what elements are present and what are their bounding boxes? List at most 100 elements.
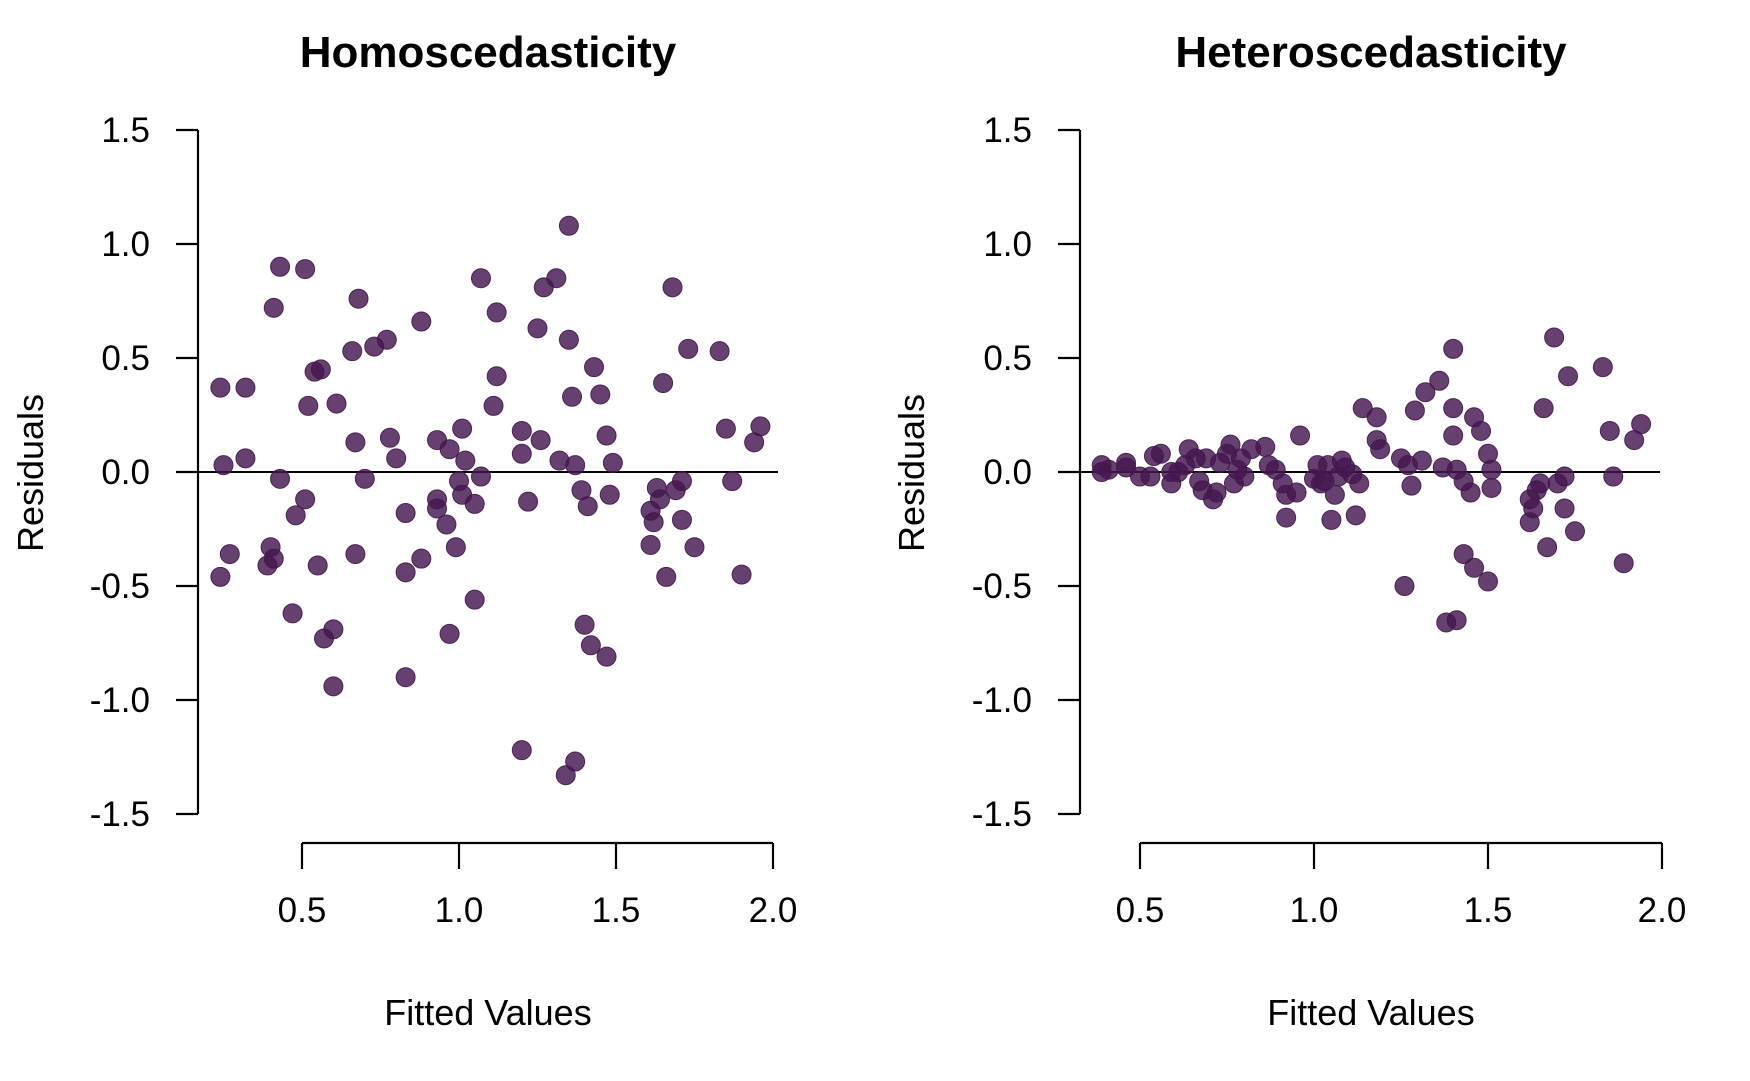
panel-1-data-point bbox=[558, 329, 579, 350]
panel-2-y-tick-label: 0.0 bbox=[983, 453, 1032, 492]
panel-1-y-tick-label: -1.0 bbox=[90, 681, 150, 720]
panel-1-data-point bbox=[270, 468, 291, 489]
panel-1-data-point bbox=[326, 393, 347, 414]
panel-2-data-point bbox=[1394, 576, 1415, 596]
panel-1-data-point bbox=[653, 373, 674, 394]
panel-2-data-point bbox=[1404, 400, 1425, 421]
panel-1-data-point bbox=[348, 288, 369, 309]
panel-2-data-point bbox=[1533, 398, 1554, 419]
panel-1-y-tick-label: 0.5 bbox=[101, 339, 150, 378]
panel-1-data-point bbox=[722, 471, 743, 492]
panel-2-data-point bbox=[1429, 370, 1450, 391]
panel-1-data-point bbox=[285, 505, 306, 526]
panel-1-x-tick-label: 1.5 bbox=[592, 891, 641, 930]
panel-1-data-point bbox=[671, 509, 692, 530]
panel-1-data-point bbox=[527, 318, 548, 339]
panel-1-x-tick-label: 2.0 bbox=[749, 891, 798, 930]
panel-1-data-point bbox=[565, 455, 586, 476]
panel-1-data-point bbox=[411, 548, 432, 569]
panel-1-data-point bbox=[656, 566, 677, 587]
panel-2-data-point bbox=[1140, 466, 1161, 487]
panel-1-y-tick-label: -1.5 bbox=[90, 795, 150, 834]
panel-1-x-tick-label: 0.5 bbox=[278, 891, 327, 930]
panel-2-data-point bbox=[1464, 557, 1485, 578]
panel-1-data-point bbox=[436, 514, 457, 535]
panel-1-data-point bbox=[427, 498, 448, 519]
panel-1-data-point bbox=[298, 395, 319, 416]
panel-2-data-point bbox=[1481, 477, 1502, 498]
panel-2-data-point bbox=[1349, 473, 1370, 494]
panel-1-data-point bbox=[452, 418, 473, 439]
panel-2-x-axis-label: Fitted Values bbox=[1267, 992, 1474, 1033]
panel-1-data-point bbox=[649, 489, 670, 510]
panel-2-data-point bbox=[1453, 544, 1474, 565]
panel-1-data-point bbox=[750, 416, 771, 437]
panel-1-data-point bbox=[643, 512, 664, 533]
panel-2-data-point bbox=[1370, 439, 1391, 460]
panel-2-y-tick-label: -1.0 bbox=[972, 681, 1032, 720]
panel-1-data-point bbox=[395, 562, 416, 583]
panel-1-data-point bbox=[210, 566, 231, 587]
panel-1-data-point bbox=[354, 468, 375, 489]
panel-2-data-point bbox=[1565, 521, 1585, 542]
panel-2-data-point bbox=[1234, 466, 1255, 487]
panel-1-y-axis-label: Residuals bbox=[10, 394, 51, 552]
panel-1-data-point bbox=[307, 555, 328, 576]
panel-2-x-tick-label: 0.5 bbox=[1116, 891, 1165, 930]
panel-1-data-point bbox=[323, 619, 344, 640]
panel-1-data-point bbox=[530, 430, 551, 451]
panel-1-data-point bbox=[518, 491, 539, 512]
panel-2-data-point bbox=[1554, 498, 1575, 519]
panel-2-data-point bbox=[1366, 407, 1387, 428]
panel-1-data-point bbox=[486, 366, 507, 387]
panel-1-data-point bbox=[270, 256, 291, 277]
panel-1-data-point bbox=[590, 384, 611, 405]
panel-1-data-point bbox=[574, 614, 595, 635]
panel-2-data-point bbox=[1401, 475, 1422, 496]
panel-1-y-tick-label: -0.5 bbox=[90, 567, 150, 606]
panel-1-data-point bbox=[511, 420, 532, 441]
panel-1-data-point bbox=[546, 268, 567, 289]
panel-2-data-point bbox=[1530, 473, 1551, 494]
panel-2-y-axis-label: Residuals bbox=[891, 394, 932, 552]
panel-1-data-point bbox=[511, 443, 532, 464]
panel-2-data-point bbox=[1478, 571, 1498, 592]
panel-1-data-point bbox=[263, 548, 284, 569]
panel-2-data-point bbox=[1471, 420, 1492, 441]
panel-1-data-point bbox=[470, 466, 491, 487]
panel-2-data-point bbox=[1446, 610, 1467, 631]
panel-1-data-point bbox=[580, 635, 601, 656]
panel-1-data-point bbox=[376, 329, 397, 350]
panel-1-data-point bbox=[577, 496, 598, 517]
panel-2-data-point bbox=[1290, 425, 1311, 446]
panel-2-x-tick-label: 1.5 bbox=[1464, 891, 1513, 930]
panel-1-data-point bbox=[439, 439, 460, 460]
panel-2-data-point bbox=[1352, 398, 1373, 419]
panel-1-data-point bbox=[584, 357, 605, 378]
panel-2-data-point bbox=[1321, 509, 1342, 530]
panel-1-data-point bbox=[558, 215, 579, 236]
panel-2-data-point bbox=[1286, 482, 1307, 503]
panel-2-data-point bbox=[1150, 443, 1171, 464]
panel-1-data-point bbox=[455, 450, 476, 471]
panel-1-data-point bbox=[684, 537, 705, 558]
panel-1-data-point bbox=[263, 297, 284, 318]
panel-1-data-point bbox=[599, 484, 620, 505]
panel-2-data-point bbox=[1613, 553, 1634, 574]
panel-1-y-tick-label: 0.0 bbox=[101, 453, 150, 492]
panel-2-y-tick-label: -0.5 bbox=[972, 567, 1032, 606]
panel-1-data-point bbox=[483, 395, 504, 416]
panel-1-data-point bbox=[219, 544, 240, 565]
panel-2-y-tick-label: -1.5 bbox=[972, 795, 1032, 834]
panel-2-data-point bbox=[1255, 436, 1276, 457]
panel-1-data-point bbox=[235, 377, 256, 398]
panel-2-y-tick-label: 0.5 bbox=[983, 339, 1032, 378]
panel-1-data-point bbox=[439, 623, 460, 644]
panel-1-data-point bbox=[596, 425, 617, 446]
panel-1-data-point bbox=[715, 418, 736, 439]
panel-1-data-point bbox=[562, 386, 583, 407]
panel-1-data-point bbox=[470, 268, 491, 289]
panel-1-data-point bbox=[602, 452, 623, 473]
panel-2-data-point bbox=[1603, 466, 1624, 487]
